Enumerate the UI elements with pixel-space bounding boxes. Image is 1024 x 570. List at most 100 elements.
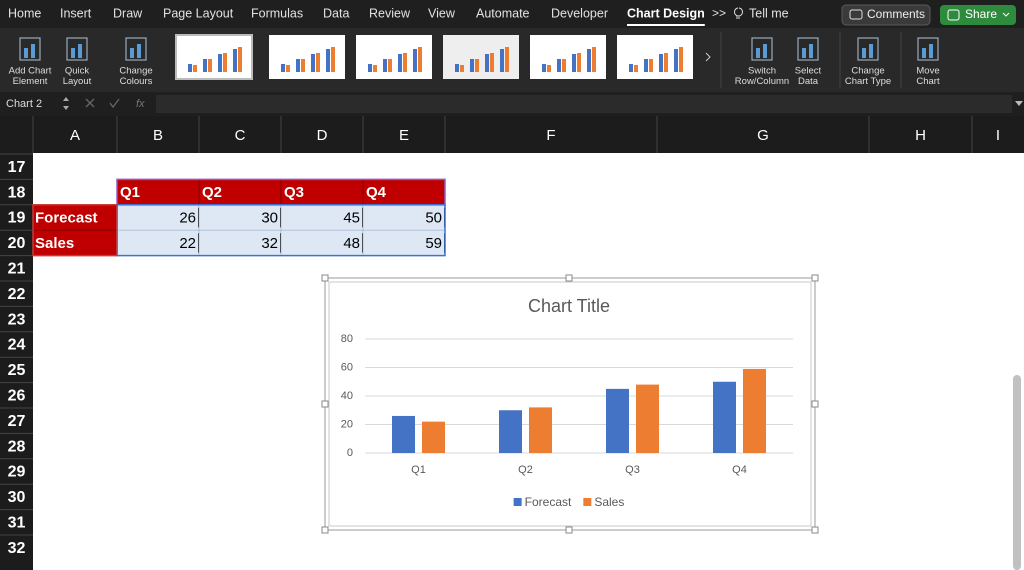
ribbon-tab[interactable]: Chart Design [627,6,705,20]
comments-label[interactable]: Comments [867,7,925,21]
row-header[interactable]: 32 [8,540,26,557]
name-box[interactable]: Chart 2 [6,98,42,110]
thumbnail-bar [296,59,300,72]
column-header[interactable]: E [399,127,409,144]
ribbon-button-label[interactable]: Move [916,66,939,77]
column-header[interactable]: C [235,127,246,144]
row-header[interactable]: 30 [8,489,26,506]
column-header[interactable]: D [317,127,328,144]
thumbnail-bar [572,54,576,72]
ribbon-button-label[interactable]: Change [119,66,152,77]
resize-handle[interactable] [565,526,573,534]
ribbon-button-label[interactable]: Switch [748,66,776,77]
value-cell[interactable] [280,229,364,256]
header-cell[interactable] [116,178,200,206]
row-header[interactable]: 26 [8,388,26,405]
ribbon-button-label[interactable]: Data [798,76,819,87]
chart-area[interactable] [328,281,812,527]
button-icon-bar [137,44,141,58]
thumbnail-bar [679,47,683,72]
button-icon-bar [78,44,82,58]
row-header[interactable]: 31 [8,515,26,532]
value-cell-text: 26 [179,209,196,226]
resize-handle[interactable] [811,400,819,408]
share-button[interactable] [940,5,1016,25]
ribbon-tab[interactable]: Home [8,6,41,20]
formula-input[interactable] [156,95,1012,113]
resize-handle[interactable] [811,274,819,282]
ribbon-tab[interactable]: Developer [551,6,608,20]
column-header[interactable]: H [915,127,926,144]
share-label[interactable]: Share [965,7,997,21]
row-header[interactable]: 21 [8,261,26,278]
column-header[interactable]: I [996,127,1000,144]
ribbon-button-label[interactable]: Quick [65,66,90,77]
value-cell[interactable] [198,204,282,231]
legend-swatch [513,498,522,506]
ribbon-tab[interactable]: Draw [113,6,143,20]
x-tick-label: Q3 [625,464,640,476]
formula-icon[interactable]: fx [136,98,145,110]
thumbnail-bar [587,49,591,72]
row-header[interactable]: 18 [8,184,26,201]
resize-handle[interactable] [565,274,573,282]
button-icon-bar [71,48,75,58]
column-header[interactable]: F [546,127,555,144]
ribbon-tab[interactable]: Formulas [251,6,303,20]
ribbon-button-label[interactable]: Chart Type [845,76,891,87]
header-cell[interactable] [362,178,446,206]
row-header[interactable]: 25 [8,362,26,379]
header-cell[interactable] [280,178,364,206]
ribbon-tab[interactable]: Data [323,6,349,20]
ribbon-button-label[interactable]: Change [851,66,884,77]
button-icon [19,37,41,61]
ribbon-button-label[interactable]: Layout [63,76,92,87]
thumbnail-bar [460,65,464,72]
row-header[interactable]: 23 [8,311,26,328]
value-cell-text: 45 [343,209,360,226]
thumbnail-bar [398,54,402,72]
name-box-arrows[interactable] [63,97,69,110]
row-header[interactable]: 28 [8,438,26,455]
ribbon-button-label[interactable]: Chart [916,76,940,87]
row-header[interactable]: 17 [8,159,26,176]
tab-overflow[interactable]: >> [712,6,726,20]
legend-label[interactable]: Sales [594,495,624,509]
column-header[interactable]: A [70,127,80,144]
ribbon-button-label[interactable]: Select [795,66,822,77]
resize-handle[interactable] [321,526,329,534]
ribbon-tab[interactable]: View [428,6,456,20]
header-cell-text: Q2 [202,184,222,201]
row-header[interactable]: 22 [8,286,26,303]
enter-icon [109,98,120,109]
thumbnail-bar [281,64,285,72]
ribbon-tab[interactable]: Page Layout [163,6,234,20]
column-header[interactable]: B [153,127,163,144]
ribbon-button-label[interactable]: Add Chart [9,66,52,77]
value-cell[interactable] [116,229,200,256]
ribbon-button-label[interactable]: Row/Column [735,76,789,87]
thumbnail-bar [331,47,335,72]
resize-handle[interactable] [321,274,329,282]
value-cell[interactable] [362,204,446,231]
gallery-next[interactable] [705,52,711,62]
scrollbar[interactable] [1013,375,1021,570]
row-header[interactable]: 20 [8,235,26,252]
row-header[interactable]: 27 [8,413,26,430]
resize-handle[interactable] [321,400,329,408]
row-header[interactable]: 19 [8,210,26,227]
ribbon-tab[interactable]: Insert [60,6,92,20]
ribbon-button-label[interactable]: Element [13,76,48,87]
ribbon-button-label[interactable]: Colours [120,76,153,87]
button-icon [797,37,819,61]
formula-expand[interactable] [1015,101,1023,106]
row-header[interactable]: 29 [8,464,26,481]
legend-label[interactable]: Forecast [525,495,572,509]
resize-handle[interactable] [811,526,819,534]
row-header[interactable]: 24 [8,337,26,354]
column-header[interactable]: G [757,127,769,144]
tell-me[interactable]: Tell me [749,6,789,20]
comments-button[interactable] [841,4,931,26]
ribbon-tab[interactable]: Automate [476,6,530,20]
ribbon-tab[interactable]: Review [369,6,411,20]
